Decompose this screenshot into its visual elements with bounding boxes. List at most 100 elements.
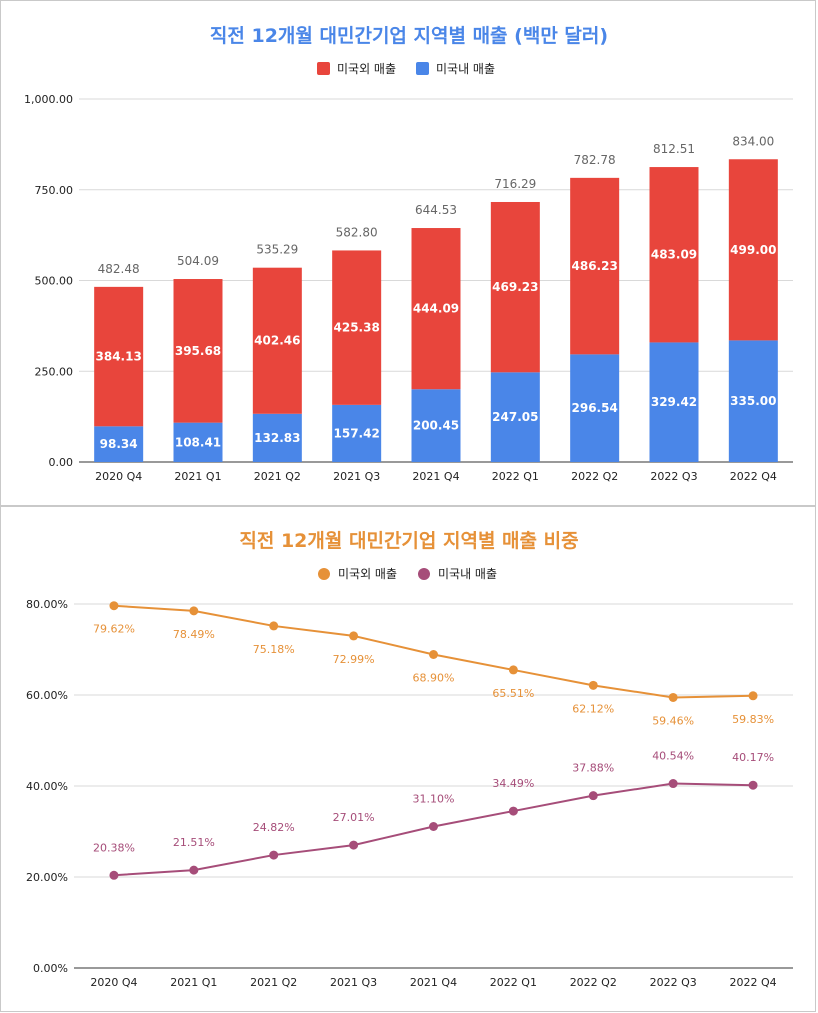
- x-tick-label: 2022 Q4: [729, 976, 776, 989]
- point-outside-us: [429, 650, 438, 660]
- x-tick-label: 2022 Q3: [650, 470, 697, 483]
- data-label-us: 24.82%: [253, 821, 295, 834]
- data-label-us: 247.05: [492, 410, 538, 424]
- point-us: [109, 870, 119, 880]
- bar-outside-us: [649, 167, 699, 343]
- x-tick-label: 2021 Q4: [412, 470, 459, 483]
- data-label-outside-us: 79.62%: [93, 623, 135, 636]
- data-label-outside-us: 78.49%: [173, 628, 215, 641]
- x-tick-label: 2021 Q1: [174, 470, 221, 483]
- data-label-us: 200.45: [413, 419, 459, 433]
- x-tick-label: 2022 Q2: [571, 470, 618, 483]
- bar-us: [173, 422, 223, 462]
- data-label-us: 329.42: [651, 395, 697, 409]
- y-tick-label: 500.00: [35, 275, 74, 288]
- data-label-us: 157.42: [334, 426, 380, 440]
- bar-outside-us: [570, 177, 620, 355]
- data-label-outside-us: 469.23: [492, 280, 538, 294]
- stacked-bar-chart-panel: 직전 12개월 대민간기업 지역별 매출 (백만 달러) 미국외 매출 미국내 …: [0, 0, 816, 506]
- point-outside-us: [269, 621, 279, 631]
- legend-label-us: 미국내 매출: [438, 567, 497, 581]
- bar-us: [252, 413, 302, 462]
- bar-us: [728, 340, 778, 462]
- total-label: 504.09: [177, 254, 219, 268]
- legend-label-us: 미국내 매출: [436, 62, 495, 76]
- legend-label-outside-us: 미국외 매출: [337, 62, 396, 76]
- bar-outside-us: [252, 267, 302, 414]
- total-label: 834.00: [732, 134, 774, 148]
- data-label-us: 335.00: [730, 394, 776, 408]
- bar-us: [490, 372, 540, 462]
- legend-label-outside-us: 미국외 매출: [338, 567, 397, 581]
- legend-swatch-outside-us: [317, 62, 330, 75]
- data-label-us: 20.38%: [93, 841, 135, 854]
- data-label-outside-us: 65.51%: [492, 687, 534, 700]
- x-tick-label: 2020 Q4: [90, 976, 137, 989]
- point-outside-us: [189, 606, 199, 616]
- total-label: 482.48: [98, 262, 140, 276]
- point-us: [349, 840, 359, 850]
- bar-us: [332, 404, 382, 462]
- x-tick-label: 2022 Q2: [570, 976, 617, 989]
- y-tick-label: 80.00%: [26, 598, 68, 611]
- bar-outside-us: [411, 228, 461, 390]
- y-tick-label: 0.00: [49, 456, 74, 469]
- data-label-outside-us: 59.46%: [652, 714, 694, 727]
- data-label-outside-us: 486.23: [572, 259, 618, 273]
- point-us: [668, 779, 678, 789]
- data-label-outside-us: 68.90%: [413, 672, 455, 685]
- legend: 미국외 매출 미국내 매출: [318, 567, 497, 581]
- data-label-us: 34.49%: [492, 777, 534, 790]
- legend-marker-outside-us: [318, 568, 330, 580]
- data-label-us: 21.51%: [173, 836, 215, 849]
- data-label-outside-us: 499.00: [730, 243, 776, 257]
- chart-title: 직전 12개월 대민간기업 지역별 매출 (백만 달러): [210, 25, 608, 47]
- x-tick-label: 2022 Q1: [490, 976, 537, 989]
- y-tick-label: 60.00%: [26, 689, 68, 702]
- y-tick-label: 40.00%: [26, 780, 68, 793]
- point-outside-us: [109, 601, 119, 611]
- point-us: [189, 865, 199, 875]
- legend-swatch-us: [416, 62, 429, 75]
- total-label: 782.78: [574, 153, 616, 167]
- bar-us: [570, 354, 620, 462]
- y-tick-label: 750.00: [35, 184, 74, 197]
- total-label: 582.80: [336, 225, 378, 239]
- point-outside-us: [508, 665, 518, 675]
- bar-us: [94, 426, 144, 462]
- data-label-outside-us: 444.09: [413, 302, 459, 316]
- data-label-outside-us: 384.13: [96, 350, 142, 364]
- legend-marker-us: [418, 568, 430, 580]
- data-label-outside-us: 72.99%: [333, 653, 375, 666]
- bar-us: [649, 342, 699, 462]
- x-tick-label: 2021 Q3: [330, 976, 377, 989]
- bar-outside-us: [728, 159, 778, 341]
- data-label-outside-us: 483.09: [651, 248, 697, 262]
- data-label-outside-us: 402.46: [254, 334, 300, 348]
- x-tick-label: 2022 Q1: [492, 470, 539, 483]
- bar-outside-us: [94, 286, 144, 427]
- point-outside-us: [668, 692, 678, 702]
- x-tick-label: 2021 Q1: [170, 976, 217, 989]
- data-label-us: 37.88%: [572, 762, 614, 775]
- total-label: 812.51: [653, 142, 695, 156]
- point-us: [429, 821, 438, 831]
- data-label-outside-us: 395.68: [175, 344, 221, 358]
- data-label-us: 132.83: [254, 431, 300, 445]
- bar-us: [411, 389, 461, 462]
- x-tick-label: 2022 Q3: [650, 976, 697, 989]
- point-outside-us: [748, 691, 758, 701]
- point-outside-us: [349, 631, 359, 641]
- data-label-us: 108.41: [175, 435, 221, 449]
- total-label: 716.29: [494, 177, 536, 191]
- chart-title: 직전 12개월 대민간기업 지역별 매출 비중: [239, 530, 578, 552]
- x-tick-label: 2021 Q2: [250, 976, 297, 989]
- point-us: [269, 850, 279, 860]
- x-tick-label: 2021 Q2: [254, 470, 301, 483]
- line-chart: 직전 12개월 대민간기업 지역별 매출 비중 미국외 매출 미국내 매출 0.…: [26, 530, 793, 989]
- bar-outside-us: [173, 279, 223, 423]
- line-chart-panel: 직전 12개월 대민간기업 지역별 매출 비중 미국외 매출 미국내 매출 0.…: [0, 506, 816, 1012]
- data-label-us: 296.54: [572, 401, 618, 415]
- data-label-us: 98.34: [100, 437, 138, 451]
- y-tick-label: 1,000.00: [24, 93, 73, 106]
